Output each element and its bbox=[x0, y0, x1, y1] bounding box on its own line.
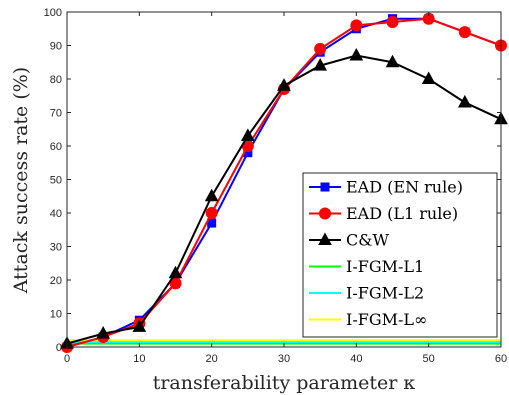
y-tick-label: 10 bbox=[50, 309, 62, 321]
legend-entry-i-fgm-l: I-FGM-L∞ bbox=[309, 310, 427, 329]
data-point bbox=[457, 94, 472, 108]
y-tick-label: 70 bbox=[50, 108, 62, 120]
legend-entry-ead-l1-rule: EAD (L1 rule) bbox=[309, 204, 458, 223]
plot-content bbox=[60, 12, 508, 353]
data-point bbox=[207, 218, 217, 228]
legend-entry-c-w: C&W bbox=[309, 231, 389, 250]
legend-label: EAD (EN rule) bbox=[346, 178, 463, 197]
x-tick-label: 50 bbox=[423, 353, 435, 365]
legend-label: I-FGM-L∞ bbox=[346, 310, 427, 329]
legend-marker bbox=[320, 182, 330, 192]
legend: EAD (EN rule) EAD (L1 rule) C&W I-FGM-L1 I-F… bbox=[302, 172, 498, 338]
legend-label: EAD (L1 rule) bbox=[346, 204, 458, 223]
data-point bbox=[277, 78, 291, 91]
legend-entry-i-fgm-l1: I-FGM-L1 bbox=[309, 257, 424, 276]
data-point bbox=[349, 48, 364, 61]
x-tick-label: 20 bbox=[206, 353, 218, 365]
y-tick-label: 40 bbox=[50, 208, 62, 220]
y-tick-label: 80 bbox=[50, 74, 62, 86]
x-tick-label: 0 bbox=[64, 353, 70, 365]
data-point bbox=[240, 128, 255, 141]
y-axis-title: Attack success rate (%) bbox=[10, 67, 32, 294]
data-point bbox=[314, 42, 327, 55]
data-point bbox=[132, 319, 147, 332]
tick-labels: 0 10 20 30 40 50 60 0 10 20 30 40 50 60 70 80 90 100 bbox=[44, 7, 507, 365]
y-tick-label: 20 bbox=[50, 275, 62, 287]
y-tick-label: 60 bbox=[50, 141, 62, 153]
y-tick-label: 30 bbox=[50, 242, 62, 254]
legend-marker bbox=[319, 207, 331, 220]
legend-box bbox=[302, 172, 498, 338]
x-tick-label: 60 bbox=[495, 353, 507, 365]
axes bbox=[66, 11, 502, 348]
legend-entry-i-fgm-l2: I-FGM-L2 bbox=[309, 284, 424, 303]
data-point bbox=[168, 265, 183, 279]
x-axis-title: transferability parameter κ bbox=[153, 372, 416, 394]
legend-entry-ead-en-rule: EAD (EN rule) bbox=[309, 178, 463, 197]
data-point bbox=[96, 326, 111, 339]
data-point bbox=[458, 26, 471, 39]
x-tick-label: 40 bbox=[350, 353, 362, 365]
data-point bbox=[350, 19, 363, 32]
x-tick-label: 30 bbox=[278, 353, 290, 365]
data-point bbox=[204, 188, 219, 202]
legend-label: I-FGM-L2 bbox=[346, 284, 424, 303]
x-tick-label: 10 bbox=[133, 353, 145, 365]
y-tick-label: 0 bbox=[56, 342, 62, 354]
legend-label: I-FGM-L1 bbox=[346, 257, 424, 276]
legend-marker bbox=[318, 232, 332, 245]
data-point bbox=[313, 58, 328, 71]
y-tick-label: 100 bbox=[44, 7, 62, 19]
data-point bbox=[205, 207, 218, 219]
data-point bbox=[385, 54, 400, 68]
legend-label: C&W bbox=[346, 231, 389, 250]
y-tick-label: 50 bbox=[50, 175, 62, 187]
data-point bbox=[386, 16, 399, 29]
data-point bbox=[421, 71, 436, 84]
y-tick-label: 90 bbox=[50, 41, 62, 53]
series-c-w bbox=[60, 48, 508, 349]
